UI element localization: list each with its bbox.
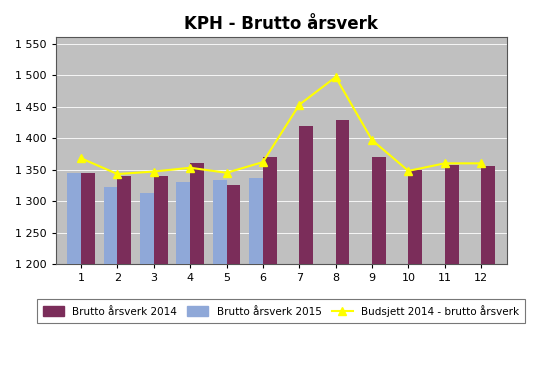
Bar — [118, 176, 131, 386]
Budsjett 2014 - brutto årsverk — [259, 160, 266, 164]
Bar — [263, 157, 277, 386]
Bar — [226, 185, 240, 386]
Bar — [372, 157, 386, 386]
Budsjett 2014 - brutto årsverk — [151, 169, 157, 174]
Budsjett 2014 - brutto årsverk — [78, 156, 84, 161]
Bar — [213, 180, 226, 386]
Budsjett 2014 - brutto årsverk — [442, 161, 448, 166]
Budsjett 2014 - brutto årsverk — [405, 169, 412, 173]
Bar — [299, 125, 313, 386]
Bar — [336, 120, 349, 386]
Budsjett 2014 - brutto årsverk — [114, 172, 121, 176]
Budsjett 2014 - brutto årsverk — [369, 138, 375, 142]
Title: KPH - Brutto årsverk: KPH - Brutto årsverk — [184, 15, 378, 33]
Bar — [81, 173, 95, 386]
Bar — [177, 182, 190, 386]
Line: Budsjett 2014 - brutto årsverk: Budsjett 2014 - brutto årsverk — [77, 73, 485, 178]
Bar — [104, 187, 118, 386]
Bar — [190, 163, 204, 386]
Bar — [154, 176, 168, 386]
Budsjett 2014 - brutto årsverk — [187, 166, 194, 170]
Budsjett 2014 - brutto årsverk — [296, 102, 302, 107]
Budsjett 2014 - brutto årsverk — [478, 161, 485, 166]
Bar — [481, 166, 495, 386]
Bar — [408, 169, 422, 386]
Budsjett 2014 - brutto årsverk — [332, 75, 339, 80]
Legend: Brutto årsverk 2014, Brutto årsverk 2015, Budsjett 2014 - brutto årsverk: Brutto årsverk 2014, Brutto årsverk 2015… — [37, 299, 526, 323]
Bar — [249, 178, 263, 386]
Bar — [445, 164, 459, 386]
Bar — [140, 193, 154, 386]
Budsjett 2014 - brutto årsverk — [223, 171, 230, 175]
Bar — [67, 173, 81, 386]
